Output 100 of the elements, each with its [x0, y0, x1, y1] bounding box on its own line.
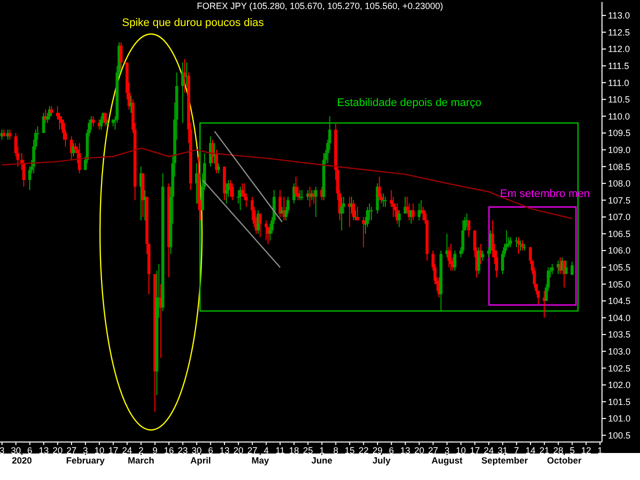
candlestick	[224, 182, 228, 204]
candlestick	[216, 162, 220, 174]
x-tick-label: 30	[192, 445, 202, 456]
candlestick	[378, 176, 381, 201]
x-tick-label: 24	[484, 445, 494, 456]
annotation: Estabilidade depois de março	[337, 97, 482, 109]
x2-tick-label: June	[311, 455, 332, 466]
x-tick-label: 15	[344, 445, 355, 456]
y-tick-label: 105.5	[608, 262, 631, 273]
y-tick-label: 107.5	[608, 195, 631, 206]
x-tick-label: 2	[138, 445, 144, 456]
candlestick	[449, 243, 452, 272]
x2-tick-label: April	[190, 455, 211, 466]
y-tick-label: 102.5	[608, 363, 631, 374]
candlestick	[78, 142, 81, 174]
y-tick-label: 108.0	[608, 178, 631, 189]
x-tick-label: 7	[514, 445, 520, 456]
y-tick-label: 101.0	[608, 414, 631, 424]
x-tick-label: 17	[470, 445, 480, 456]
chart-title: FOREX JPY (105.280, 105.670, 105.270, 105.560, +0.23000)	[196, 1, 444, 11]
y-tick-label: 105.0	[608, 279, 631, 290]
y-tick-label: 101.5	[608, 396, 631, 407]
candlestick	[100, 116, 103, 130]
x-tick-label: 3	[82, 445, 88, 456]
candlestick	[264, 220, 268, 241]
annotation: Spike que durou poucos dias	[122, 17, 264, 29]
candlestick	[461, 220, 464, 254]
candlestick	[509, 236, 512, 248]
candlestick	[418, 203, 421, 221]
candlestick	[467, 220, 470, 238]
x-tick-label: 27	[247, 445, 258, 456]
x2-tick-label: August	[432, 455, 463, 466]
x-tick-label: 18	[289, 445, 300, 456]
x-tick-label: 27	[66, 445, 77, 456]
x-tick-label: 28	[553, 445, 564, 456]
candlestick	[370, 206, 373, 221]
y-tick-label: 106.0	[608, 246, 631, 256]
y-tick-label: 110.5	[608, 94, 630, 105]
x-tick-label: 13	[38, 445, 49, 456]
x-tick-label: 17	[108, 445, 118, 456]
candlestick	[8, 129, 12, 140]
x-tick-label: 14	[525, 445, 536, 456]
candlestick	[300, 190, 304, 201]
x-tick-label: 25	[302, 445, 313, 456]
candlestick	[516, 236, 520, 254]
x-tick-label: 9	[152, 445, 158, 456]
y-tick-label: 111.5	[608, 61, 630, 72]
candlestick	[352, 200, 356, 221]
y-tick-label: 113.0	[608, 10, 630, 21]
x-tick-label: 10	[456, 445, 466, 456]
candlestick	[294, 176, 298, 198]
x2-tick-label: September	[481, 455, 528, 466]
candlestick	[50, 106, 54, 117]
candlestick	[356, 206, 360, 221]
x-tick-label: 3	[444, 445, 450, 456]
x-tick-label: 31	[498, 445, 508, 456]
candlestick	[384, 196, 387, 208]
x2-tick-label: February	[66, 455, 105, 466]
y-tick-label: 112.5	[608, 27, 630, 38]
x-tick-label: 11	[275, 445, 285, 456]
x-tick-label: 6	[388, 445, 394, 456]
candlestick	[412, 203, 415, 221]
x-tick-label: 6	[27, 445, 32, 456]
x-tick-label: 30	[10, 445, 21, 456]
y-tick-label: 102.0	[608, 380, 631, 390]
x-tick-label: 1	[319, 445, 324, 456]
x-tick-label: 3	[0, 445, 4, 456]
x-tick-label: 20	[414, 445, 424, 456]
candlestick	[120, 42, 123, 70]
x-tick-label: 13	[400, 445, 410, 456]
x-tick-label: 5	[570, 445, 575, 456]
x-tick-label: 21	[539, 445, 550, 456]
x-tick-label: 16	[164, 445, 174, 456]
y-tick-label: 110.0	[608, 111, 630, 122]
x-tick-label: 23	[178, 445, 188, 456]
candlestick	[42, 112, 46, 134]
x-tick-label: 22	[358, 445, 369, 456]
y-tick-label: 100.5	[608, 430, 631, 440]
candlestick	[240, 182, 244, 198]
candlestick	[398, 210, 401, 228]
y-tick-label: 104.5	[608, 296, 631, 306]
candlestick	[181, 62, 184, 124]
y-tick-label: 104.0	[608, 312, 631, 323]
x2-tick-label: 2020	[12, 455, 32, 466]
x2-tick-label: October	[546, 455, 582, 466]
x-tick-label: 6	[208, 445, 214, 456]
y-tick-label: 109.5	[608, 128, 631, 138]
x-tick-label: 27	[428, 445, 438, 456]
x2-tick-label: March	[128, 455, 154, 466]
y-tick-label: 107.0	[608, 212, 631, 222]
x-tick-label: 10	[94, 445, 104, 456]
x2-tick-label: May	[252, 455, 270, 466]
y-tick-label: 103.5	[608, 330, 631, 340]
y-tick-label: 111.0	[608, 78, 630, 88]
candlestick	[340, 196, 344, 231]
y-tick-label: 112.0	[608, 44, 630, 54]
candlestick	[481, 250, 484, 262]
x-tick-label: 1	[598, 445, 603, 456]
x2-tick-label: July	[372, 455, 390, 466]
candlestick	[570, 261, 574, 276]
